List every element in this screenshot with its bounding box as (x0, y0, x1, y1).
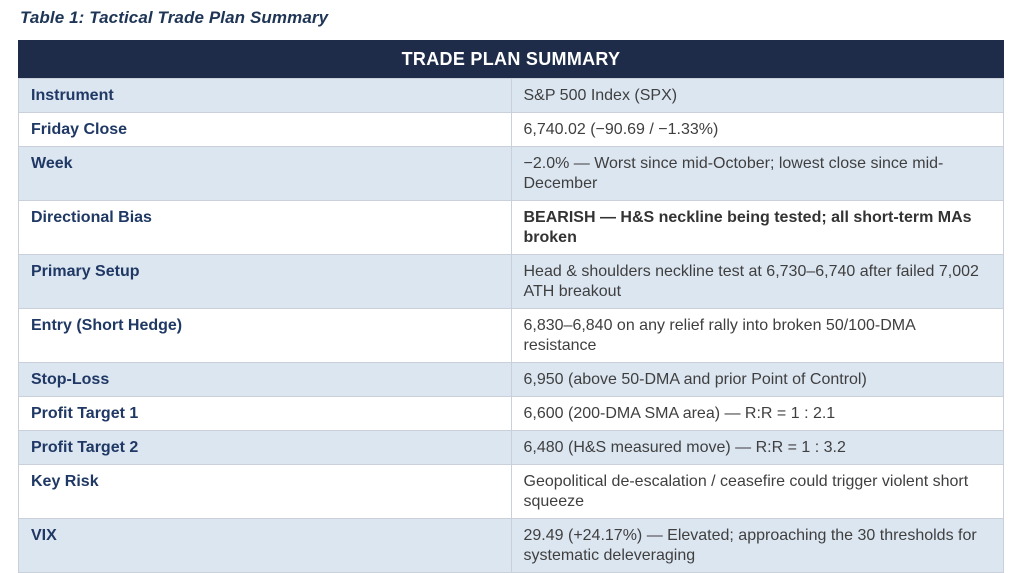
row-value: 6,950 (above 50-DMA and prior Point of C… (510, 362, 1004, 397)
table-header-title: TRADE PLAN SUMMARY (18, 40, 1004, 79)
row-label: Friday Close (18, 112, 512, 147)
table-row-profit-target-1: Profit Target 1 6,600 (200-DMA SMA area)… (18, 396, 1004, 431)
trade-plan-table: TRADE PLAN SUMMARY Instrument S&P 500 In… (18, 40, 1004, 573)
table-row-profit-target-2: Profit Target 2 6,480 (H&S measured move… (18, 430, 1004, 465)
row-label: Week (18, 146, 512, 201)
table-row-key-risk: Key Risk Geopolitical de-escalation / ce… (18, 464, 1004, 519)
table-row-stop-loss: Stop-Loss 6,950 (above 50-DMA and prior … (18, 362, 1004, 397)
table-row-entry-short-hedge: Entry (Short Hedge) 6,830–6,840 on any r… (18, 308, 1004, 363)
table-row-primary-setup: Primary Setup Head & shoulders neckline … (18, 254, 1004, 309)
row-value: 29.49 (+24.17%) — Elevated; approaching … (510, 518, 1004, 573)
row-label: Instrument (18, 78, 512, 113)
table-header-row: TRADE PLAN SUMMARY (18, 40, 1004, 79)
row-value: Geopolitical de-escalation / ceasefire c… (510, 464, 1004, 519)
row-label: Directional Bias (18, 200, 512, 255)
row-value: 6,600 (200-DMA SMA area) — R:R = 1 : 2.1 (510, 396, 1004, 431)
table-row-friday-close: Friday Close 6,740.02 (−90.69 / −1.33%) (18, 112, 1004, 147)
row-value: 6,480 (H&S measured move) — R:R = 1 : 3.… (510, 430, 1004, 465)
row-label: Profit Target 2 (18, 430, 512, 465)
row-value: Head & shoulders neckline test at 6,730–… (510, 254, 1004, 309)
row-label: VIX (18, 518, 512, 573)
row-value: −2.0% — Worst since mid-October; lowest … (510, 146, 1004, 201)
row-value: 6,740.02 (−90.69 / −1.33%) (510, 112, 1004, 147)
row-value: S&P 500 Index (SPX) (510, 78, 1004, 113)
row-label: Profit Target 1 (18, 396, 512, 431)
table-row-directional-bias: Directional Bias BEARISH — H&S neckline … (18, 200, 1004, 255)
table-row-week: Week −2.0% — Worst since mid-October; lo… (18, 146, 1004, 201)
row-value: 6,830–6,840 on any relief rally into bro… (510, 308, 1004, 363)
table-caption: Table 1: Tactical Trade Plan Summary (20, 8, 329, 27)
table-row-vix: VIX 29.49 (+24.17%) — Elevated; approach… (18, 518, 1004, 573)
row-label: Stop-Loss (18, 362, 512, 397)
row-label: Key Risk (18, 464, 512, 519)
table-row-instrument: Instrument S&P 500 Index (SPX) (18, 78, 1004, 113)
row-label: Primary Setup (18, 254, 512, 309)
row-label: Entry (Short Hedge) (18, 308, 512, 363)
row-value: BEARISH — H&S neckline being tested; all… (510, 200, 1004, 255)
